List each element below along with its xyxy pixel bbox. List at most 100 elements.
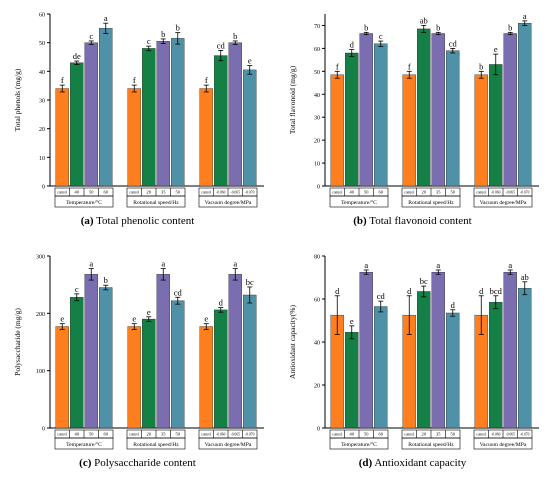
x-tick-label: 60 bbox=[379, 190, 384, 195]
bar bbox=[417, 291, 431, 429]
x-tick-label: control bbox=[404, 191, 414, 195]
x-tick-label: control bbox=[476, 433, 486, 437]
bar bbox=[99, 287, 113, 429]
bar bbox=[214, 309, 228, 429]
caption-text-d: Antioxidant capacity bbox=[372, 457, 467, 469]
bar bbox=[243, 294, 257, 429]
x-tick-label: -0.065 bbox=[506, 191, 515, 195]
bar bbox=[345, 332, 359, 429]
significance-letter: d bbox=[407, 286, 412, 296]
y-tick-label: 300 bbox=[36, 255, 45, 261]
caption-text-c: Polysaccharide content bbox=[91, 457, 196, 469]
chart-panel-d: 0 20 40 60 80 Antioxidant capacity(%) Temperat… bbox=[275, 242, 550, 484]
significance-letter: cd bbox=[449, 38, 458, 48]
bar bbox=[489, 64, 503, 187]
significance-letter: a bbox=[104, 13, 108, 23]
chart-svg-c: 0 100 200 300 Polysaccharide (mg/g) Temperatu… bbox=[13, 255, 264, 450]
x-tick-label: control bbox=[57, 433, 67, 437]
chart-caption-d: (d) Antioxidant capacity bbox=[275, 456, 550, 470]
group-label: Vacuum degree/MPa bbox=[480, 200, 527, 206]
x-tick-label: 40 bbox=[75, 432, 80, 437]
bar bbox=[84, 274, 98, 429]
significance-letter: d bbox=[451, 300, 456, 310]
y-tick-label: 0 bbox=[42, 427, 45, 433]
chart-svg-b: 0 10 20 30 40 50 60 70 Total flavonoid (mg/g) Tem… bbox=[288, 11, 539, 208]
significance-letter: e bbox=[132, 314, 136, 324]
significance-letter: b bbox=[436, 22, 440, 32]
x-tick-label: control bbox=[332, 433, 342, 437]
significance-letter: c bbox=[75, 284, 79, 294]
bar bbox=[345, 52, 359, 187]
y-axis-label: Total phenols (mg/g) bbox=[13, 68, 22, 131]
significance-letter: bc bbox=[420, 276, 428, 286]
group-label: Temperature/°C bbox=[341, 199, 377, 206]
bar bbox=[374, 306, 388, 429]
bar bbox=[446, 312, 460, 429]
x-tick-label: -0.070 bbox=[520, 191, 529, 195]
group-label: Vacuum degree/MPa bbox=[205, 200, 252, 206]
significance-letter: c bbox=[147, 36, 151, 46]
significance-letter: e bbox=[494, 44, 498, 54]
x-tick-label: 50 bbox=[89, 190, 94, 195]
caption-letter-a: (a) bbox=[80, 215, 94, 227]
bar bbox=[330, 74, 344, 187]
bar bbox=[171, 38, 185, 187]
y-tick-label: 20 bbox=[39, 127, 45, 133]
x-tick-label: -0.060 bbox=[216, 191, 225, 195]
group-label: Rotational speed/Hz bbox=[408, 442, 454, 448]
bar bbox=[489, 302, 503, 429]
bar bbox=[474, 74, 488, 187]
y-axis-label: Total flavonoid (mg/g) bbox=[288, 65, 297, 134]
x-tick-label: control bbox=[129, 433, 139, 437]
x-tick-label: 35 bbox=[161, 432, 166, 437]
x-tick-label: -0.070 bbox=[520, 433, 529, 437]
caption-text-a: Total phenolic content bbox=[93, 215, 195, 227]
x-tick-label: 40 bbox=[350, 432, 355, 437]
significance-letter: a bbox=[161, 259, 165, 269]
bar bbox=[228, 42, 242, 187]
significance-letter: e bbox=[147, 307, 151, 317]
y-axis-label: Polysaccharide (mg/g) bbox=[13, 308, 22, 376]
bar bbox=[359, 271, 373, 429]
y-axis-label: Antioxidant capacity(%) bbox=[288, 305, 297, 379]
chart-caption-b: (b) Total flavonoid content bbox=[275, 214, 550, 228]
significance-letter: cd bbox=[174, 287, 183, 297]
y-tick-label: 0 bbox=[317, 185, 320, 191]
caption-letter-b: (b) bbox=[353, 215, 367, 227]
y-tick-label: 60 bbox=[39, 13, 45, 19]
x-tick-label: 20 bbox=[147, 190, 152, 195]
bar bbox=[142, 48, 156, 187]
chart-panel-b: 0 10 20 30 40 50 60 70 Total flavonoid (mg/g) Tem… bbox=[275, 0, 550, 242]
bar bbox=[431, 271, 445, 429]
significance-letter: b bbox=[508, 22, 512, 32]
x-tick-label: -0.060 bbox=[491, 433, 500, 437]
significance-letter: f bbox=[61, 75, 64, 85]
bar bbox=[446, 50, 460, 187]
bar bbox=[84, 42, 98, 187]
significance-letter: c bbox=[89, 31, 93, 41]
y-tick-label: 0 bbox=[317, 427, 320, 433]
bar bbox=[199, 88, 213, 187]
bar bbox=[214, 55, 228, 187]
y-tick-label: 30 bbox=[39, 99, 45, 105]
bar bbox=[359, 33, 373, 187]
significance-letter: b bbox=[104, 275, 108, 285]
significance-letter: a bbox=[523, 11, 527, 21]
significance-letter: ab bbox=[420, 15, 428, 25]
group-label: Vacuum degree/MPa bbox=[205, 442, 252, 448]
significance-letter: d bbox=[350, 40, 355, 50]
x-tick-label: 60 bbox=[379, 432, 384, 437]
caption-letter-c: (c) bbox=[79, 457, 92, 469]
significance-letter: c bbox=[379, 31, 383, 41]
y-tick-label: 200 bbox=[36, 312, 45, 318]
bar bbox=[99, 28, 113, 187]
significance-letter: de bbox=[73, 51, 81, 61]
x-tick-label: control bbox=[57, 191, 67, 195]
bar bbox=[518, 23, 532, 187]
bar bbox=[374, 43, 388, 187]
significance-letter: f bbox=[205, 75, 208, 85]
significance-letter: b bbox=[479, 61, 483, 71]
bar bbox=[127, 88, 141, 187]
x-tick-label: -0.065 bbox=[231, 433, 240, 437]
chart-svg-d: 0 20 40 60 80 Antioxidant capacity(%) Temperat… bbox=[288, 255, 539, 450]
